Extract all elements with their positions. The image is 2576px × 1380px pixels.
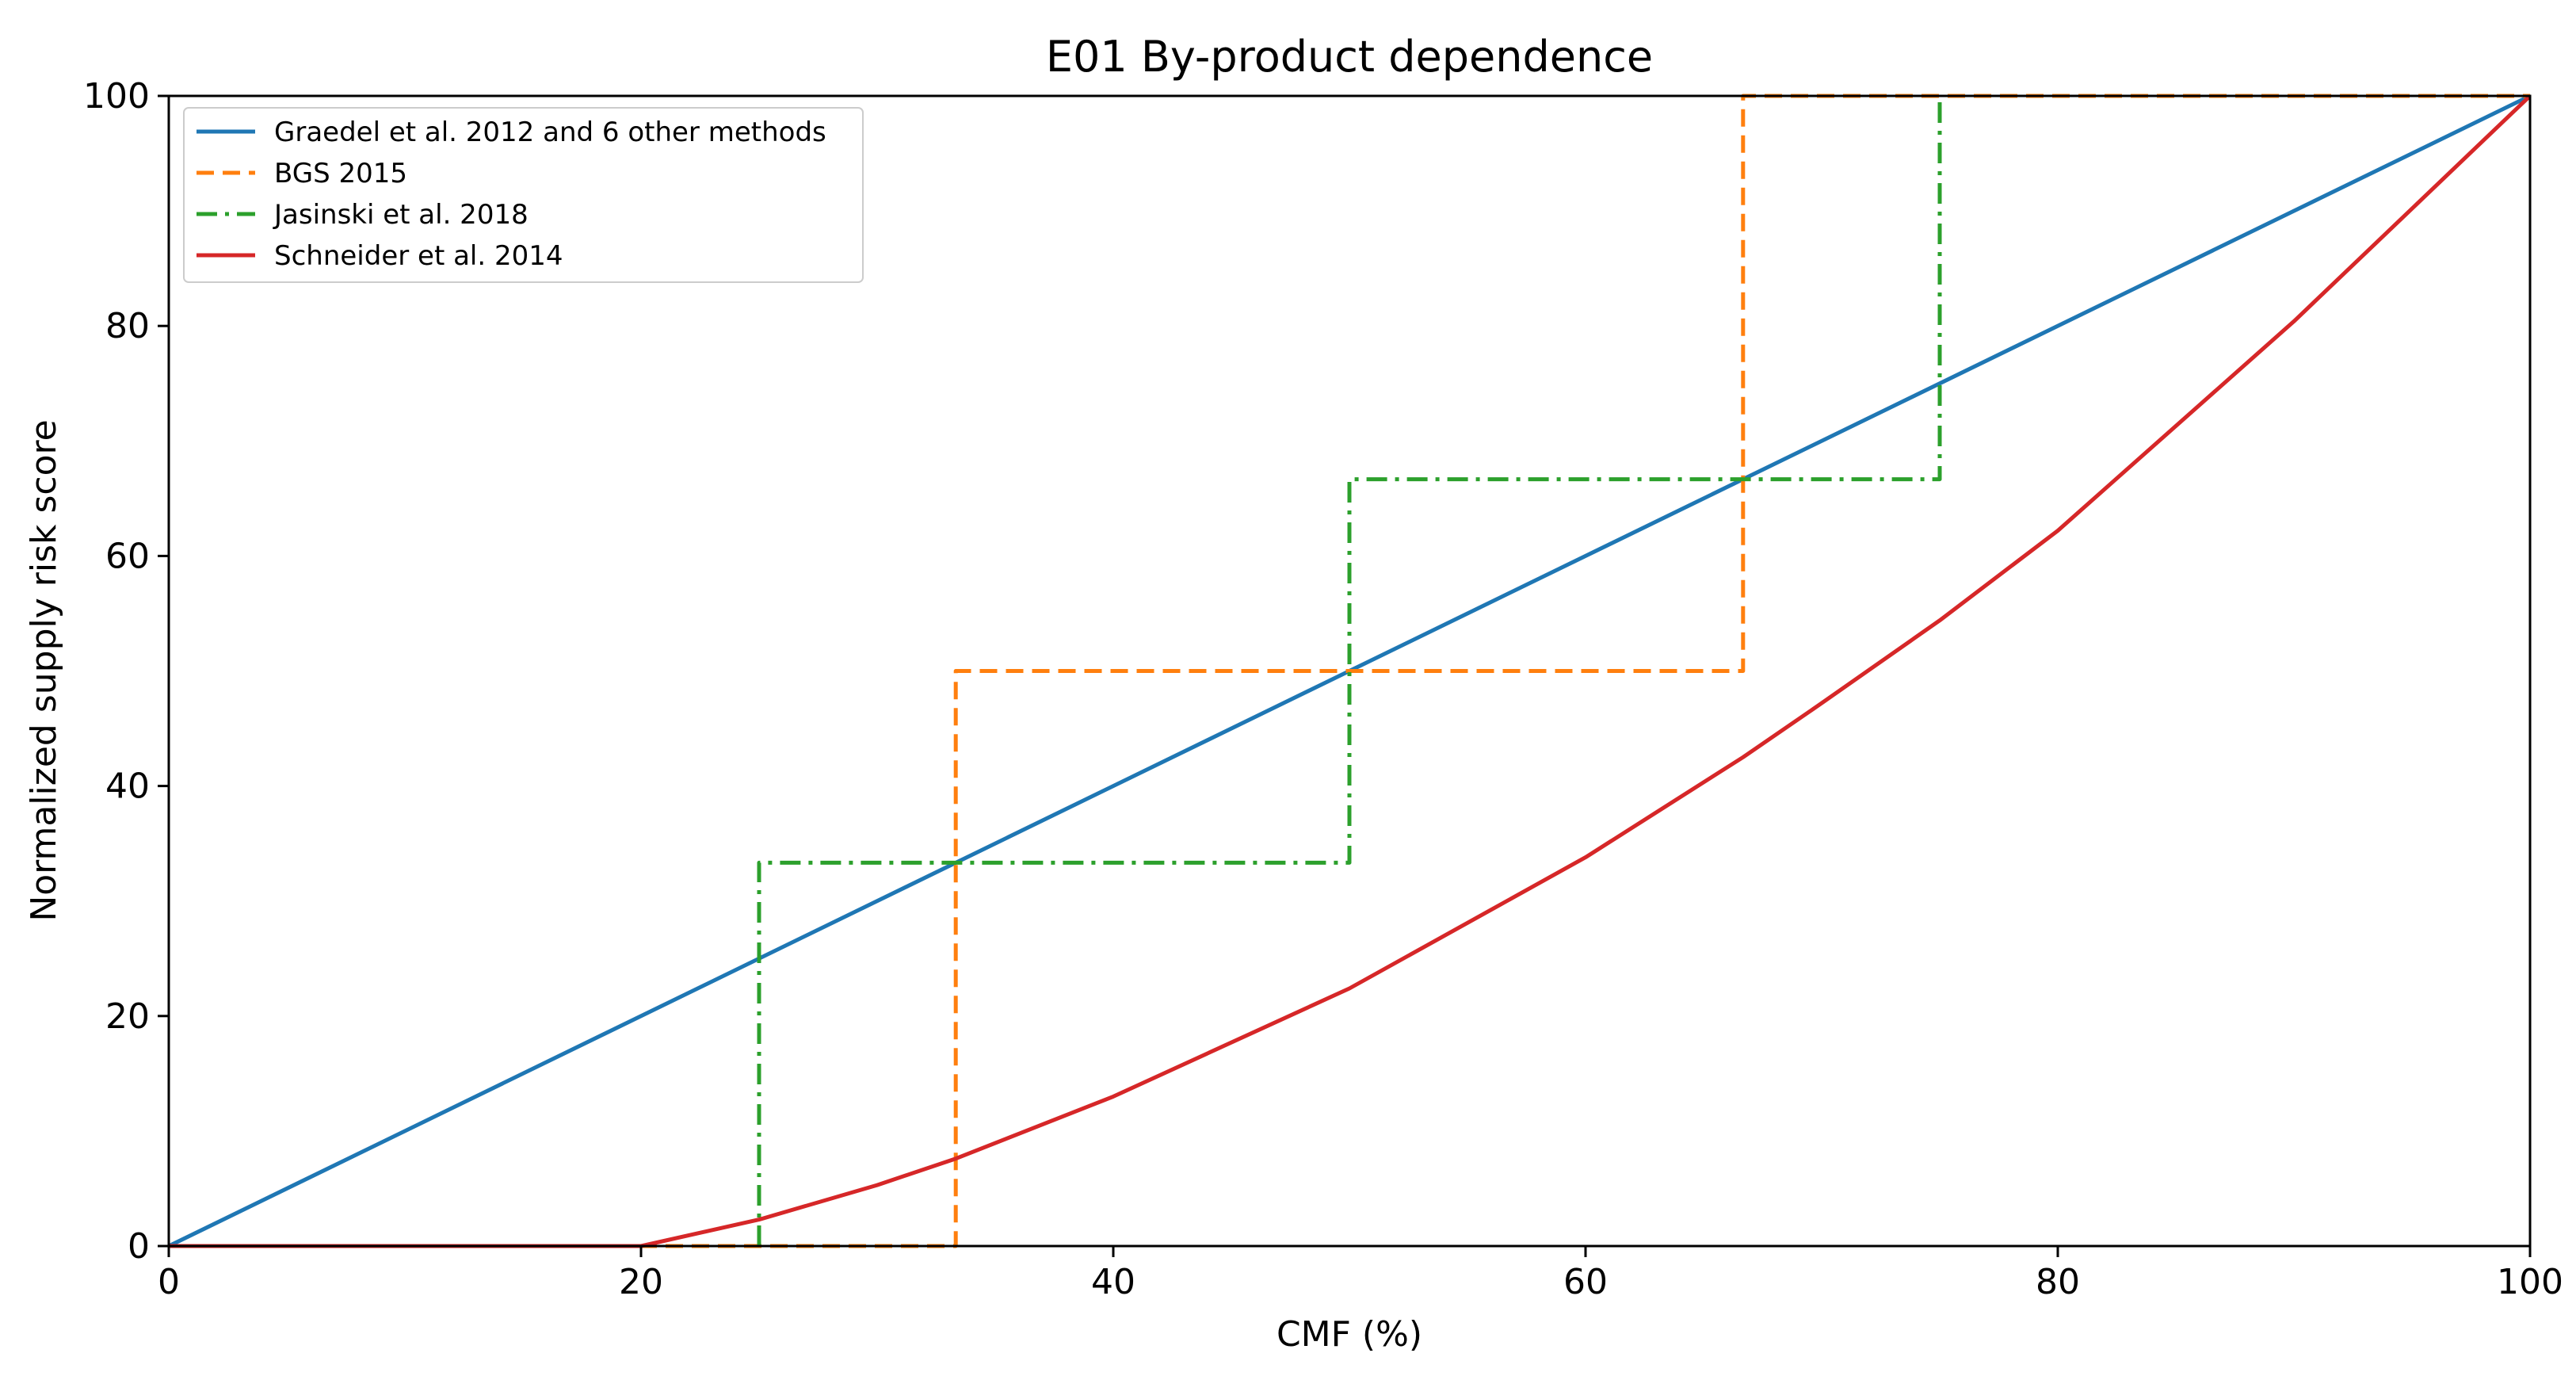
y-tick-label: 100 (83, 76, 150, 117)
legend-label-1: Graedel et al. 2012 and 6 other methods (274, 117, 826, 148)
legend-label-3: Jasinski et al. 2018 (273, 199, 529, 231)
x-tick-label: 80 (2036, 1262, 2080, 1302)
y-tick-label: 20 (105, 996, 150, 1037)
x-tick-label: 60 (1563, 1262, 1608, 1302)
x-tick-label: 100 (2497, 1262, 2563, 1302)
y-tick-label: 80 (105, 306, 150, 346)
series-line-4 (169, 94, 2532, 1248)
y-tick-label: 0 (128, 1226, 150, 1267)
x-tick-label: 0 (158, 1262, 180, 1302)
x-axis-label: CMF (%) (1277, 1314, 1422, 1355)
legend-label-2: BGS 2015 (274, 158, 407, 189)
legend-box (183, 107, 864, 283)
y-axis-label: Normalized supply risk score (24, 419, 64, 921)
plot-frame (167, 94, 2532, 1248)
y-tick-label: 40 (105, 766, 150, 807)
legend-label-4: Schneider et al. 2014 (274, 240, 563, 272)
chart-title: E01 By-product dependence (1046, 32, 1653, 82)
y-axis: 0 20 40 60 80 100 (83, 76, 169, 1267)
x-tick-label: 20 (619, 1262, 663, 1302)
series-line-3 (757, 96, 1942, 1246)
y-tick-label: 60 (105, 536, 150, 576)
legend: Graedel et al. 2012 and 6 other methods B… (183, 107, 864, 283)
x-axis: 0 20 40 60 80 100 (158, 1246, 2563, 1302)
x-tick-label: 40 (1091, 1262, 1135, 1302)
